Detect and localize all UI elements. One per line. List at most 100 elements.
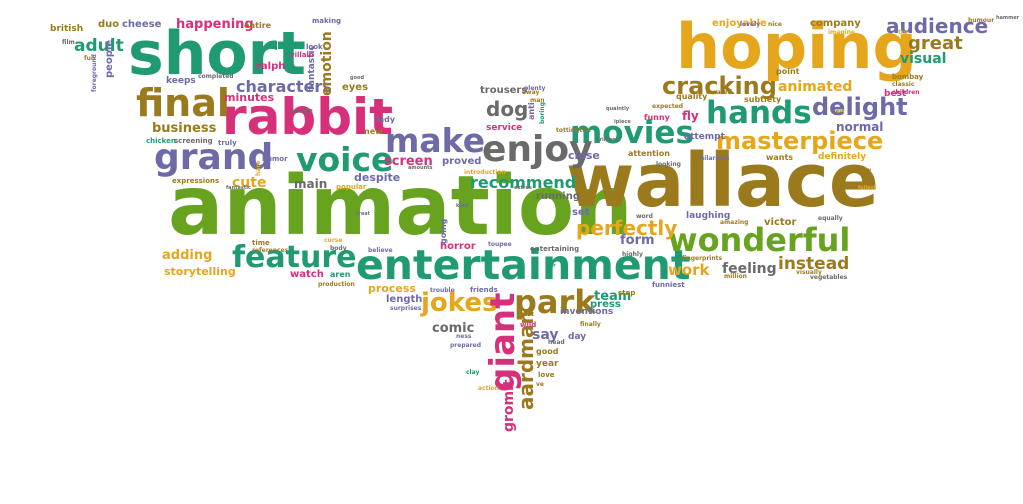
word-good-small: good: [350, 75, 365, 81]
word-kind: kind: [456, 203, 469, 209]
word-screen: screen: [384, 154, 433, 169]
word-laughing: laughing: [686, 211, 731, 221]
word-fly: fly: [682, 109, 699, 123]
word-fun: fun: [84, 55, 96, 62]
word-audience: audience: [886, 14, 989, 38]
word-storytelling: storytelling: [164, 265, 236, 278]
word-equally: equally: [818, 215, 843, 222]
word-looking: looking: [656, 161, 681, 168]
word-brilliant: brilliant: [596, 137, 619, 143]
word-length: length: [386, 294, 423, 305]
word-jokes: jokes: [421, 288, 498, 318]
word-million: million: [724, 273, 747, 280]
word-believe: believe: [368, 247, 393, 254]
word-boring: boring: [539, 102, 546, 124]
word-tottington: tottington: [556, 127, 591, 134]
word-business: business: [152, 121, 217, 136]
word-vegetables: vegetables: [810, 274, 848, 281]
word-set: set: [572, 207, 590, 218]
word-amazing: amazing: [720, 219, 749, 226]
word-visually: visually: [796, 269, 822, 276]
word-entertainment: entertainment: [356, 241, 691, 289]
word-perfectly: perfectly: [576, 216, 678, 240]
word-surprises: surprises: [390, 305, 422, 312]
word-watch: watch: [290, 269, 324, 280]
word-cute: cute: [232, 175, 267, 191]
word-amounts: amounts: [408, 165, 433, 171]
word-adult: adult: [74, 36, 124, 56]
word-expected: expected: [652, 103, 684, 110]
word-look: look: [306, 43, 323, 51]
word-finally: finally: [580, 321, 601, 328]
word-year: year: [536, 359, 559, 369]
word-saw: saw: [858, 167, 872, 174]
word-best: best: [884, 89, 907, 99]
word-wants: wants: [766, 153, 794, 162]
word-minutes: minutes: [224, 91, 275, 104]
word-normal: normal: [836, 120, 884, 134]
word-fullest: fullest: [858, 185, 876, 191]
word-comic: comic: [432, 321, 475, 336]
word-treat: treat: [356, 211, 371, 217]
word-funny: funny: [644, 113, 670, 122]
word-ve: ve: [536, 381, 544, 388]
word-park: park: [514, 283, 596, 321]
word-make: make: [385, 121, 486, 160]
word-feeling: feeling: [722, 261, 777, 277]
word-quaintly: quaintly: [606, 106, 630, 112]
word-aren: aren: [330, 270, 351, 279]
word-good: good: [536, 347, 559, 356]
word-hoping: hoping: [676, 10, 917, 83]
word-fingerprints: fingerprints: [682, 255, 723, 262]
word-feature: feature: [232, 240, 357, 275]
word-form: form: [620, 233, 655, 248]
word-cracking: cracking: [662, 72, 777, 100]
word-going: going: [439, 218, 448, 244]
word-movies: movies: [570, 115, 694, 151]
word-nice: nice: [768, 21, 782, 28]
word-final: final: [136, 81, 230, 125]
word-love: love: [538, 371, 555, 379]
word-running: running: [536, 191, 580, 202]
word-references: references: [252, 247, 289, 254]
word-attention: attention: [628, 149, 670, 158]
word-hands: hands: [706, 95, 812, 131]
word-main: main: [294, 177, 328, 191]
word-funniest: funniest: [652, 281, 685, 289]
word-toupee: toupee: [488, 241, 512, 248]
word-prepared: prepared: [450, 342, 481, 349]
word-lady: lady: [376, 115, 396, 124]
word-chicken: chicken: [146, 137, 176, 145]
word-process: process: [368, 282, 416, 295]
word-anti: anti: [527, 102, 536, 120]
word-body: body: [330, 245, 347, 252]
word-subtlety: subtlety: [744, 95, 782, 104]
word-quality: quality: [676, 92, 708, 101]
word-voice: voice: [296, 140, 394, 179]
word-children: children: [892, 89, 920, 96]
word-mr: mr: [548, 263, 556, 269]
word-cheese: cheese: [122, 19, 162, 30]
word-jest: jest: [834, 109, 845, 115]
word-definitely: definitely: [818, 152, 867, 162]
word-grand: grand: [154, 137, 274, 178]
word-bombay: bombay: [892, 73, 924, 81]
word-villain: villain: [290, 51, 314, 59]
word-clay: clay: [466, 369, 480, 376]
word-sense: sense: [290, 107, 313, 115]
word-action: action: [478, 385, 499, 392]
word-cast: cast: [520, 311, 535, 318]
word-fantastic-small: fantastic: [226, 185, 251, 191]
word-visual: visual: [900, 51, 947, 67]
word-curse: curse: [324, 237, 343, 244]
word-emotion: emotion: [319, 31, 335, 96]
word-classic: classic: [892, 81, 915, 88]
word-people: people: [104, 39, 115, 78]
word-completed: completed: [198, 73, 234, 80]
word-humour: humour: [968, 17, 995, 24]
word-truly: truly: [218, 139, 237, 147]
word-close: close: [568, 149, 600, 162]
word-trouble: trouble: [430, 287, 455, 294]
word-production: production: [318, 281, 355, 288]
word-animated: animated: [778, 79, 853, 95]
